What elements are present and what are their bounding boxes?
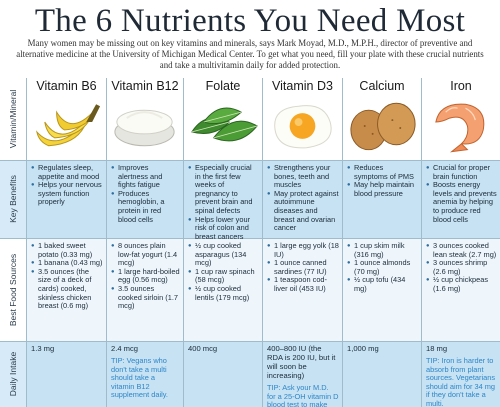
- benefits-cell: Especially crucial in the first few week…: [188, 163, 259, 241]
- intake-cell: 1.3 mg: [31, 344, 55, 353]
- food-cell: 8 ounces plain low-fat yogurt (1.4 mcg) …: [111, 241, 180, 311]
- benefits-cell: Strengthens your bones, teeth and muscle…: [267, 163, 339, 233]
- food-cell: 1 baked sweet potato (0.33 mg) 1 banana …: [31, 241, 103, 311]
- row-label-vitamin: Vitamin/Mineral: [0, 78, 26, 160]
- intake-cell: 400 mcg: [188, 344, 218, 353]
- food-cell: 1 large egg yolk (18 IU) 1 ounce canned …: [267, 241, 339, 294]
- column-vitamin-b12: Vitamin B12 Improves alertness and fight…: [106, 78, 183, 407]
- intro-text: Many women may be missing out on key vit…: [16, 38, 484, 70]
- column-header: Vitamin B12: [111, 79, 179, 93]
- benefits-cell: Crucial for proper brain function Boosts…: [426, 163, 497, 224]
- column-header: Calcium: [359, 79, 405, 93]
- page-title: The 6 Nutrients You Need Most: [34, 3, 466, 39]
- column-calcium: Calcium Reduces symptoms of PMS May help…: [342, 78, 421, 407]
- benefits-cell: Reduces symptoms of PMS May help maintai…: [347, 163, 418, 198]
- column-vitamin-d3: Vitamin D3 Strengthens your bones, teeth…: [262, 78, 342, 407]
- food-cell: 1 cup skim milk (316 mg) 1 ounce almonds…: [347, 241, 418, 294]
- food-cell: 3 ounces cooked lean steak (2.7 mg) 3 ou…: [426, 241, 497, 294]
- tip-text: TIP: Vegans who don't take a multi shoul…: [111, 356, 168, 400]
- benefits-cell: Improves alertness and fights fatigue Pr…: [111, 163, 180, 224]
- row-divider: [0, 341, 500, 342]
- spinach-leaves-icon: [191, 107, 258, 142]
- column-folate: Folate Especially crucial in the first f…: [183, 78, 262, 407]
- tip-text: TIP: Iron is harder to absorb from plant…: [426, 356, 496, 407]
- banana-icon: [36, 104, 101, 147]
- food-cell: ½ cup cooked asparagus (134 mcg) 1 cup r…: [188, 241, 259, 302]
- yogurt-bowl-icon: [114, 109, 175, 147]
- row-label-benefits: Key Benefits: [0, 160, 26, 238]
- row-label-food: Best Food Sources: [0, 238, 26, 341]
- nutrient-table: Vitamin/Mineral Key Benefits Best Food S…: [0, 78, 500, 407]
- tip-text: TIP: Ask your M.D. for a 25-OH vitamin D…: [267, 383, 339, 407]
- column-vitamin-b6: Vitamin B6 Regulates sleep, appetite and…: [26, 78, 106, 407]
- row-labels: Vitamin/Mineral Key Benefits Best Food S…: [0, 78, 26, 407]
- intake-cell: 400–800 IU (the RDA is 200 IU, but it wi…: [267, 344, 339, 407]
- fried-egg-icon: [274, 105, 332, 149]
- almonds-icon: [350, 102, 416, 151]
- column-iron: Iron Crucial for proper brain function B…: [421, 78, 500, 407]
- intake-cell: 2.4 mcg TIP: Vegans who don't take a mul…: [111, 344, 180, 400]
- shrimp-icon: [435, 103, 485, 153]
- benefits-cell: Regulates sleep, appetite and mood Helps…: [31, 163, 103, 207]
- column-header: Vitamin D3: [272, 79, 333, 93]
- intake-cell: 18 mg TIP: Iron is harder to absorb from…: [426, 344, 496, 407]
- column-header: Iron: [450, 79, 472, 93]
- intake-cell: 1,000 mg: [347, 344, 379, 353]
- row-divider: [0, 160, 500, 161]
- column-header: Folate: [205, 79, 241, 93]
- row-label-intake: Daily Intake: [0, 341, 26, 407]
- column-header: Vitamin B6: [36, 79, 97, 93]
